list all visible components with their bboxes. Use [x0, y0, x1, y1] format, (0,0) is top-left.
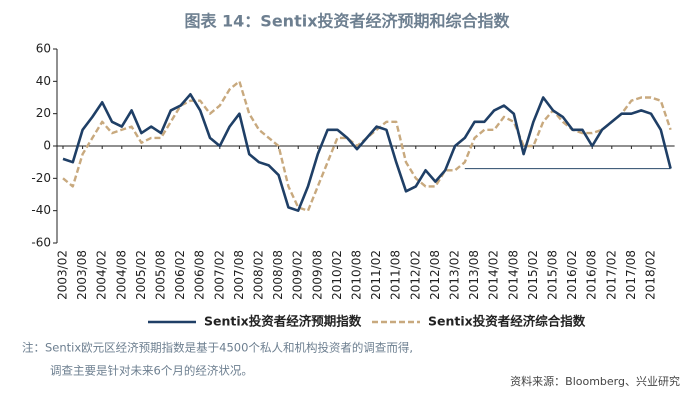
- y-tick-label: 60: [36, 42, 51, 56]
- x-tick-label: 2006/08: [193, 250, 207, 300]
- x-tick-label: 2005/02: [134, 250, 148, 300]
- x-tick-label: 2016/08: [585, 250, 599, 300]
- series-line: [62, 93, 672, 212]
- legend-label: Sentix投资者经济预期指数: [204, 314, 362, 329]
- source: 资料来源：Bloomberg、兴业研究: [510, 374, 680, 388]
- x-tick-label: 2013/08: [467, 250, 481, 300]
- note: 注：Sentix欧元区经济预期指数是基于4500个私人和机构投资者的调查而得,: [22, 341, 413, 355]
- y-tick-label: 20: [36, 106, 51, 120]
- chart-title: 图表 14：Sentix投资者经济预期和综合指数: [184, 12, 510, 31]
- y-tick-label: -40: [31, 203, 51, 217]
- x-tick-label: 2008/02: [252, 250, 266, 300]
- x-tick-label: 2010/08: [350, 250, 364, 300]
- x-tick-label: 2013/02: [448, 250, 462, 300]
- x-tick-label: 2009/08: [310, 250, 324, 300]
- x-tick-label: 2011/08: [389, 250, 403, 300]
- x-tick-label: 2003/08: [75, 250, 89, 300]
- y-tick-label: 40: [36, 74, 51, 88]
- x-tick-label: 2017/02: [604, 250, 618, 300]
- x-tick-label: 2004/02: [95, 250, 109, 300]
- note: 调查主要是针对未来6个月的经济状况。: [50, 364, 253, 378]
- x-tick-label: 2005/08: [154, 250, 168, 300]
- x-tick-label: 2015/02: [526, 250, 540, 300]
- y-tick-label: 0: [43, 139, 51, 153]
- x-tick-label: 2011/02: [369, 250, 383, 300]
- x-tick-label: 2008/08: [271, 250, 285, 300]
- x-tick-label: 2017/08: [624, 250, 638, 300]
- x-tick-label: 2006/02: [173, 250, 187, 300]
- x-tick-label: 2014/08: [506, 250, 520, 300]
- x-tick-label: 2012/02: [408, 250, 422, 300]
- x-tick-label: 2016/02: [565, 250, 579, 300]
- y-tick-label: -20: [31, 171, 51, 185]
- y-tick-label: -60: [31, 236, 51, 250]
- x-tick-label: 2009/02: [291, 250, 305, 300]
- legend-label: Sentix投资者经济综合指数: [428, 314, 586, 329]
- x-tick-label: 2014/02: [487, 250, 501, 300]
- x-tick-label: 2012/08: [428, 250, 442, 300]
- x-tick-label: 2007/08: [232, 250, 246, 300]
- x-tick-label: 2003/02: [56, 250, 70, 300]
- x-tick-label: 2004/08: [114, 250, 128, 300]
- x-tick-label: 2015/08: [546, 250, 560, 300]
- x-tick-label: 2007/02: [212, 250, 226, 300]
- x-tick-label: 2018/02: [644, 250, 658, 300]
- x-tick-label: 2010/02: [330, 250, 344, 300]
